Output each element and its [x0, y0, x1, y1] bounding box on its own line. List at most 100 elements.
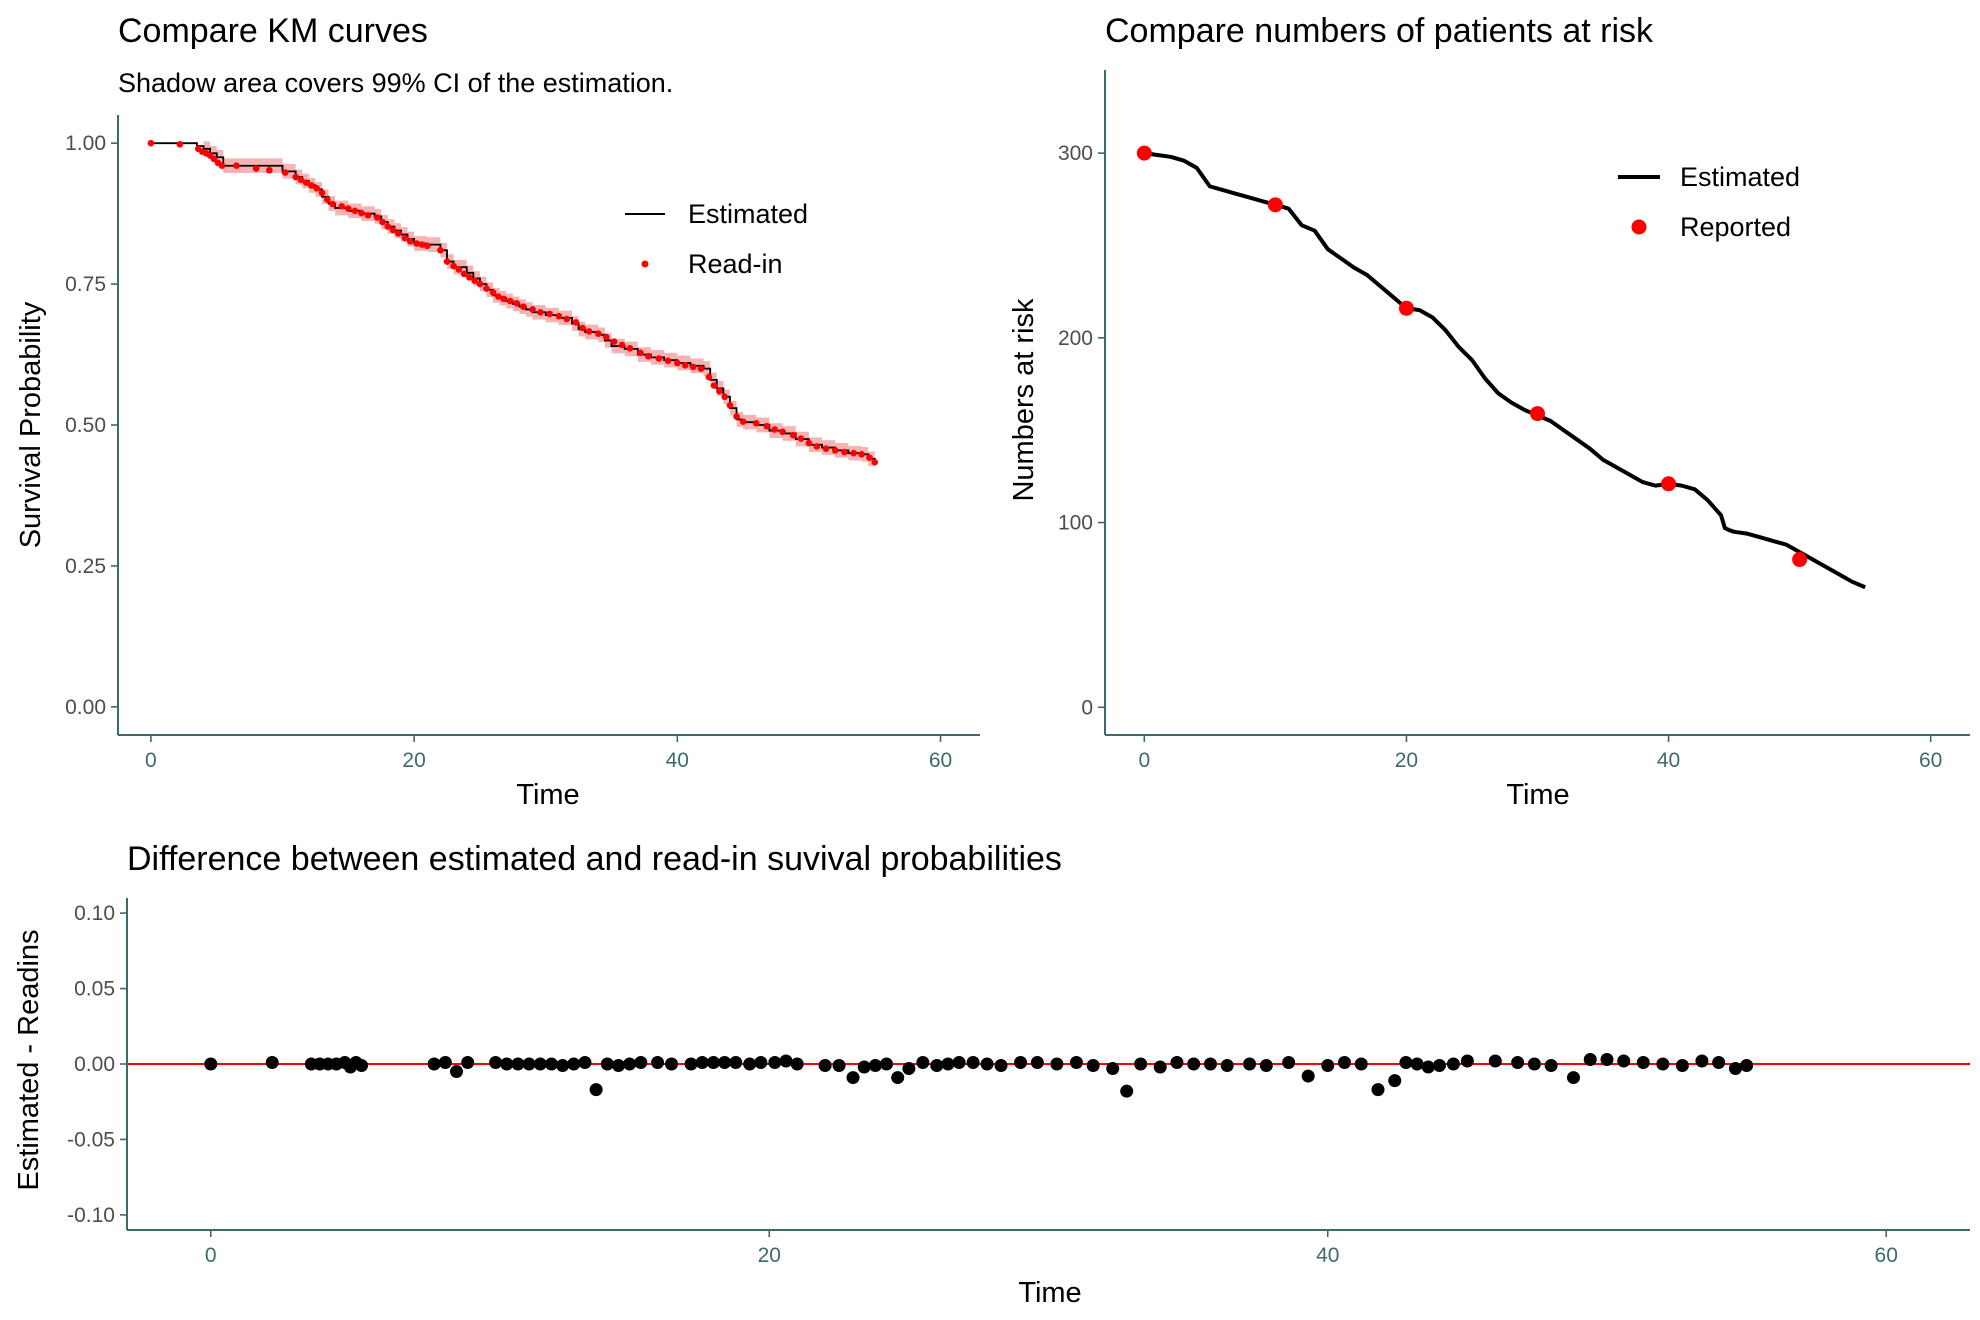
readin-point — [572, 319, 580, 326]
difference-point — [1740, 1059, 1754, 1073]
difference-point — [1069, 1055, 1083, 1069]
difference-point — [880, 1057, 894, 1071]
y-tick-label: 0.25 — [65, 555, 106, 578]
legend-readin-key — [641, 260, 649, 268]
x-tick-label: 40 — [1316, 1244, 1339, 1267]
difference-point — [1014, 1055, 1028, 1069]
difference-point — [1187, 1057, 1201, 1071]
difference-point — [1086, 1059, 1100, 1073]
legend-readin-label: Read-in — [688, 249, 783, 279]
readin-point — [697, 365, 705, 372]
readin-point — [763, 422, 771, 430]
difference-point — [1282, 1055, 1296, 1069]
difference-point — [1583, 1052, 1597, 1066]
difference-point — [1675, 1059, 1689, 1073]
difference-point — [718, 1055, 732, 1069]
estimated-step-line — [150, 142, 876, 464]
readin-point — [413, 240, 421, 247]
at-risk-axes: 0 20 40 60 0 100 200 300 — [1058, 70, 1970, 772]
difference-point — [1421, 1060, 1435, 1074]
difference-y-axis-title: Estimated - Readins — [13, 929, 45, 1190]
readin-point — [664, 357, 672, 365]
difference-point — [1617, 1054, 1631, 1068]
difference-point — [930, 1059, 944, 1073]
readin-point — [147, 139, 155, 147]
difference-point — [556, 1059, 570, 1073]
difference-point — [1488, 1054, 1502, 1068]
readin-point — [618, 341, 626, 349]
difference-point — [790, 1057, 804, 1071]
difference-point — [1544, 1059, 1558, 1073]
legend-estimated-label: Estimated — [1680, 162, 1800, 192]
x-tick-label: 0 — [1138, 749, 1150, 772]
difference-chart-title: Difference between estimated and read-in… — [127, 840, 1062, 878]
difference-point — [665, 1057, 679, 1071]
readin-point — [455, 266, 463, 273]
difference-point — [522, 1057, 536, 1071]
difference-point — [461, 1055, 475, 1069]
km-axes: 0 20 40 60 0.00 0.25 0.50 0.75 1.00 — [65, 115, 980, 772]
km-chart-subtitle: Shadow area covers 99% CI of the estimat… — [118, 68, 673, 98]
difference-point — [450, 1065, 464, 1079]
difference-point — [589, 1083, 603, 1097]
readin-point — [716, 387, 723, 395]
difference-point — [768, 1055, 782, 1069]
readin-point — [379, 218, 386, 226]
difference-point — [1527, 1057, 1541, 1071]
readin-point — [495, 293, 502, 300]
readin-point — [563, 315, 571, 323]
readin-point — [537, 308, 544, 316]
readin-point — [323, 196, 331, 203]
difference-point — [1511, 1055, 1525, 1069]
readin-point — [610, 338, 618, 345]
at-risk-legend: Estimated Reported — [1618, 162, 1800, 242]
readin-point — [252, 165, 260, 172]
km-curves-panel: Compare KM curves Shadow area covers 99%… — [15, 12, 980, 811]
y-tick-label: 0.50 — [65, 414, 106, 437]
readin-point — [710, 382, 718, 389]
readin-point — [721, 393, 728, 401]
x-tick-label: 60 — [1919, 749, 1942, 772]
difference-point — [1354, 1057, 1368, 1071]
y-tick-label: -0.10 — [67, 1204, 115, 1227]
difference-point — [779, 1054, 793, 1068]
difference-point — [1566, 1071, 1580, 1085]
difference-point — [600, 1057, 614, 1071]
difference-point — [533, 1057, 547, 1071]
readin-point — [313, 184, 321, 192]
difference-point — [500, 1057, 514, 1071]
difference-point — [1337, 1055, 1351, 1069]
readin-point — [364, 212, 372, 219]
readin-point — [779, 428, 786, 436]
difference-point — [980, 1057, 994, 1071]
difference-point — [438, 1055, 452, 1069]
readin-point — [655, 355, 663, 362]
difference-point — [1636, 1055, 1650, 1069]
readin-point — [871, 458, 879, 466]
readin-point — [176, 141, 184, 148]
readin-points-layer — [147, 139, 879, 466]
difference-point — [1388, 1074, 1402, 1088]
readin-point — [850, 449, 857, 457]
readin-point — [771, 426, 778, 433]
readin-point — [471, 277, 478, 285]
y-tick-label: 100 — [1058, 512, 1093, 535]
difference-point — [868, 1059, 882, 1073]
readin-point — [555, 312, 563, 320]
readin-point — [345, 205, 352, 212]
difference-point — [489, 1055, 503, 1069]
difference-points-layer — [204, 1052, 1754, 1098]
readin-point — [483, 285, 490, 292]
x-tick-label: 40 — [666, 749, 689, 772]
y-tick-label: 0.00 — [74, 1053, 115, 1076]
km-y-axis-title: Survival Probability — [15, 301, 47, 548]
difference-point — [857, 1060, 871, 1074]
x-tick-label: 20 — [1395, 749, 1418, 772]
x-tick-label: 40 — [1657, 749, 1680, 772]
readin-point — [308, 182, 315, 189]
difference-point — [902, 1062, 916, 1076]
legend-reported-label: Reported — [1680, 212, 1791, 242]
difference-point — [355, 1059, 369, 1073]
readin-point — [389, 226, 397, 234]
